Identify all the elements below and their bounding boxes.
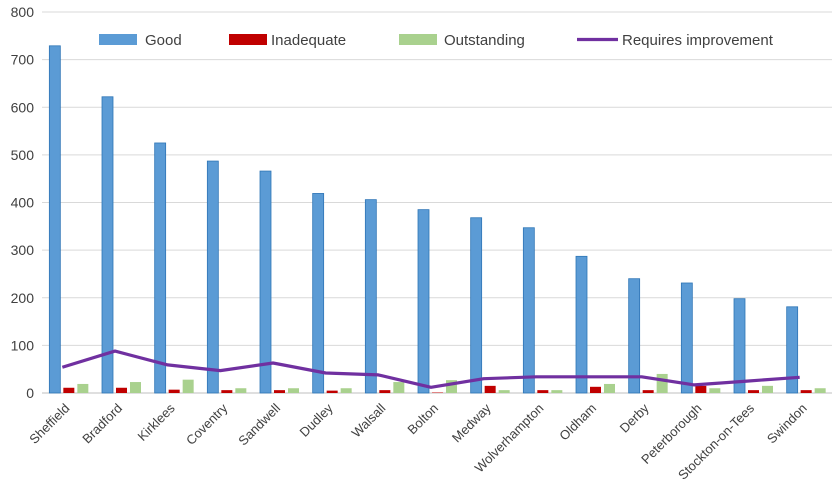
bar-good <box>681 283 692 393</box>
bar-outstanding <box>393 382 404 393</box>
bar-outstanding <box>499 390 510 393</box>
bar-good <box>365 200 376 393</box>
bar-good <box>260 171 271 393</box>
legend-swatch <box>399 34 437 45</box>
bar-inadequate <box>274 390 285 393</box>
bar-inadequate <box>695 386 706 393</box>
bar-inadequate <box>63 388 74 393</box>
x-tick-label: Derby <box>617 400 652 435</box>
bar-outstanding <box>130 382 141 393</box>
x-tick-label: Swindon <box>764 401 810 447</box>
bar-outstanding <box>762 386 773 393</box>
x-tick-label: Coventry <box>183 400 231 448</box>
y-tick-label: 500 <box>11 147 35 163</box>
bar-outstanding <box>657 374 668 393</box>
bar-outstanding <box>551 390 562 393</box>
bar-good <box>787 307 798 393</box>
bar-inadequate <box>221 390 232 393</box>
bar-inadequate <box>801 390 812 393</box>
bar-good <box>313 193 324 393</box>
bar-good <box>576 256 587 393</box>
x-tick-label: Bradford <box>79 401 125 447</box>
bar-good <box>207 161 218 393</box>
y-tick-label: 200 <box>11 290 35 306</box>
bar-inadequate <box>485 386 496 393</box>
x-tick-label: Sandwell <box>235 400 283 448</box>
bar-good <box>734 299 745 393</box>
x-tick-label: Medway <box>449 400 494 445</box>
bar-outstanding <box>815 388 826 393</box>
x-tick-label: Walsall <box>349 400 389 440</box>
y-tick-label: 300 <box>11 242 35 258</box>
legend-label: Inadequate <box>271 32 346 49</box>
bar-good <box>102 97 113 393</box>
bar-inadequate <box>590 387 601 393</box>
legend-label: Outstanding <box>444 32 525 49</box>
bar-good <box>418 210 429 393</box>
x-tick-label: Oldham <box>556 401 599 444</box>
bar-good <box>155 143 166 393</box>
x-tick-label: Dudley <box>297 400 337 440</box>
x-tick-label: Sheffield <box>26 401 72 447</box>
x-tick-label: Kirklees <box>134 400 178 444</box>
legend-label: Good <box>145 32 182 49</box>
bar-good <box>471 218 482 393</box>
y-tick-label: 700 <box>11 52 35 68</box>
bar-series <box>49 46 825 393</box>
bar-outstanding <box>288 388 299 393</box>
bar-inadequate <box>327 391 338 393</box>
y-tick-label: 600 <box>11 99 35 115</box>
bar-outstanding <box>604 384 615 393</box>
y-tick-label: 100 <box>11 337 35 353</box>
legend: Good Inadequate Outstanding Requires improv… <box>99 32 774 49</box>
bar-outstanding <box>709 388 720 393</box>
bar-good <box>523 228 534 393</box>
bar-outstanding <box>235 388 246 393</box>
bar-outstanding <box>341 388 352 393</box>
x-tick-label: Bolton <box>404 401 441 438</box>
y-tick-label: 800 <box>11 4 35 20</box>
legend-label: Requires improvement <box>622 32 774 49</box>
bar-inadequate <box>116 388 127 393</box>
bar-outstanding <box>183 380 194 393</box>
y-tick-label: 0 <box>26 385 34 401</box>
bar-inadequate <box>748 390 759 393</box>
bar-outstanding <box>77 384 88 393</box>
bar-inadequate <box>169 390 180 393</box>
y-tick-label: 400 <box>11 195 35 211</box>
y-axis: 0 100 200 300 400 500 600 700 800 <box>11 4 35 401</box>
bar-good <box>49 46 60 393</box>
bar-inadequate <box>379 390 390 393</box>
legend-swatch <box>229 34 267 45</box>
legend-swatch <box>99 34 137 45</box>
bar-inadequate <box>537 390 548 393</box>
bar-inadequate <box>643 390 654 393</box>
